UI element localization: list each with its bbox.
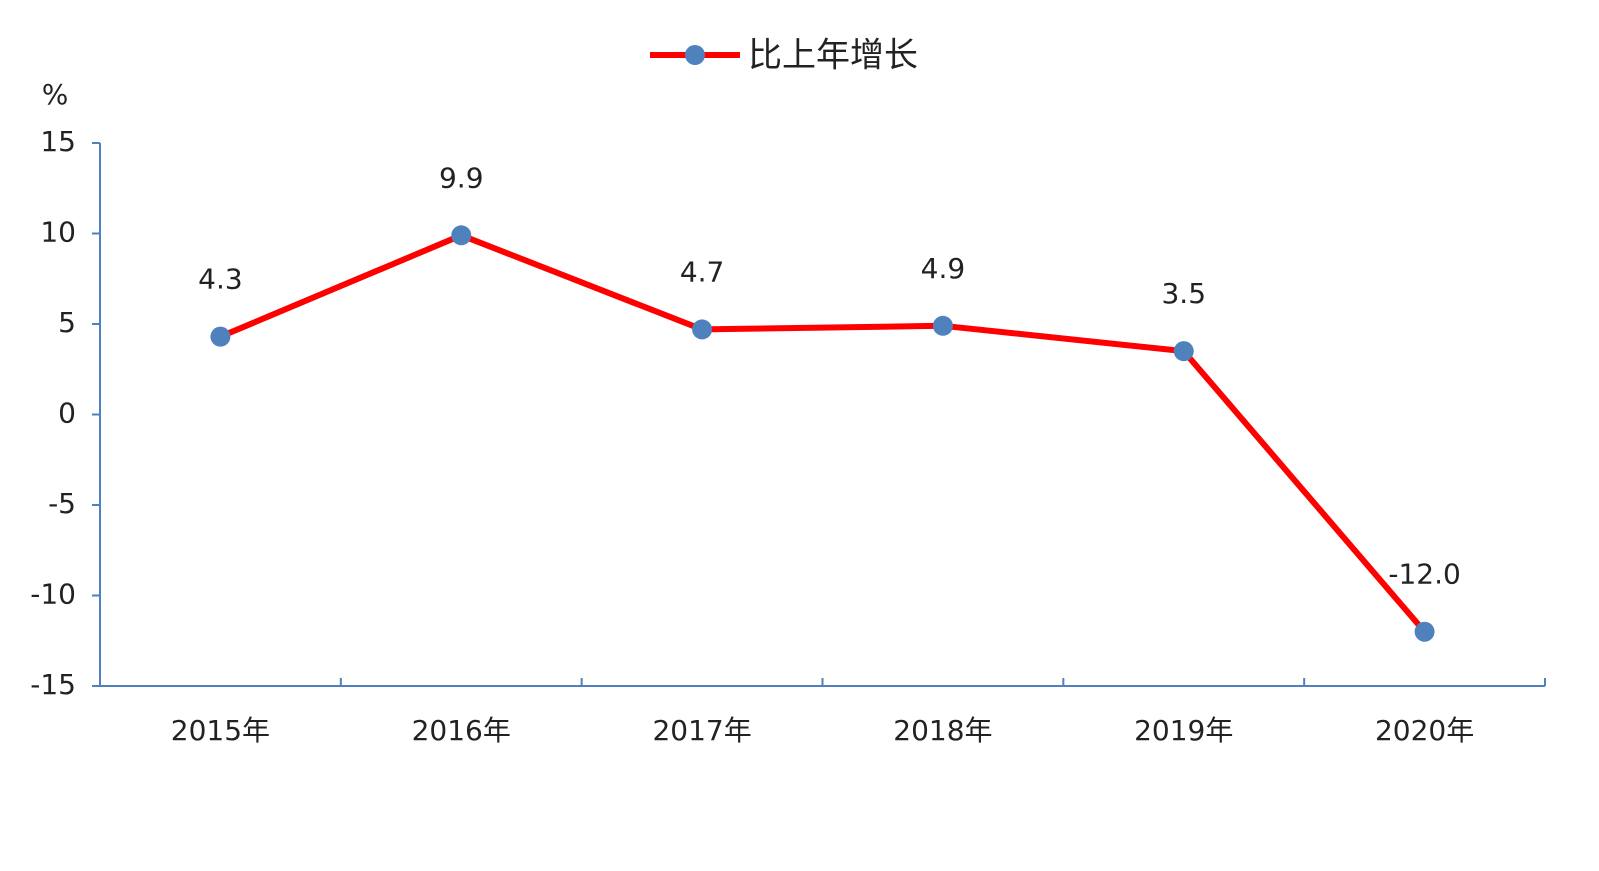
y-tick-label: 0	[58, 397, 76, 430]
x-tick-label: 2016年	[412, 714, 511, 747]
data-label: 4.9	[921, 252, 966, 285]
y-tick-label: -5	[48, 487, 76, 520]
data-label: 4.7	[680, 255, 725, 288]
y-tick-label: 10	[40, 216, 76, 249]
data-label: 4.3	[198, 263, 243, 296]
marker	[210, 326, 231, 347]
data-label: 3.5	[1161, 277, 1206, 310]
marker	[1173, 341, 1194, 362]
marker	[451, 225, 472, 246]
legend-label: 比上年增长	[748, 36, 918, 76]
y-tick-label: -10	[30, 578, 76, 611]
marker	[1414, 621, 1435, 642]
marker	[932, 315, 953, 336]
y-tick-label: 5	[58, 306, 76, 339]
x-tick-label: 2017年	[652, 714, 751, 747]
x-tick-label: 2019年	[1134, 714, 1233, 747]
x-tick-label: 2018年	[893, 714, 992, 747]
y-tick-label: -15	[30, 668, 76, 701]
legend-marker	[685, 45, 705, 65]
x-tick-label: 2020年	[1375, 714, 1474, 747]
line	[219, 232, 1427, 634]
y-tick-label: 15	[40, 125, 76, 158]
y-axis-label: %	[42, 78, 69, 111]
data-label: 9.9	[439, 161, 484, 194]
x-tick-label: 2015年	[171, 714, 270, 747]
data-label: -12.0	[1388, 558, 1460, 591]
marker	[692, 319, 713, 340]
